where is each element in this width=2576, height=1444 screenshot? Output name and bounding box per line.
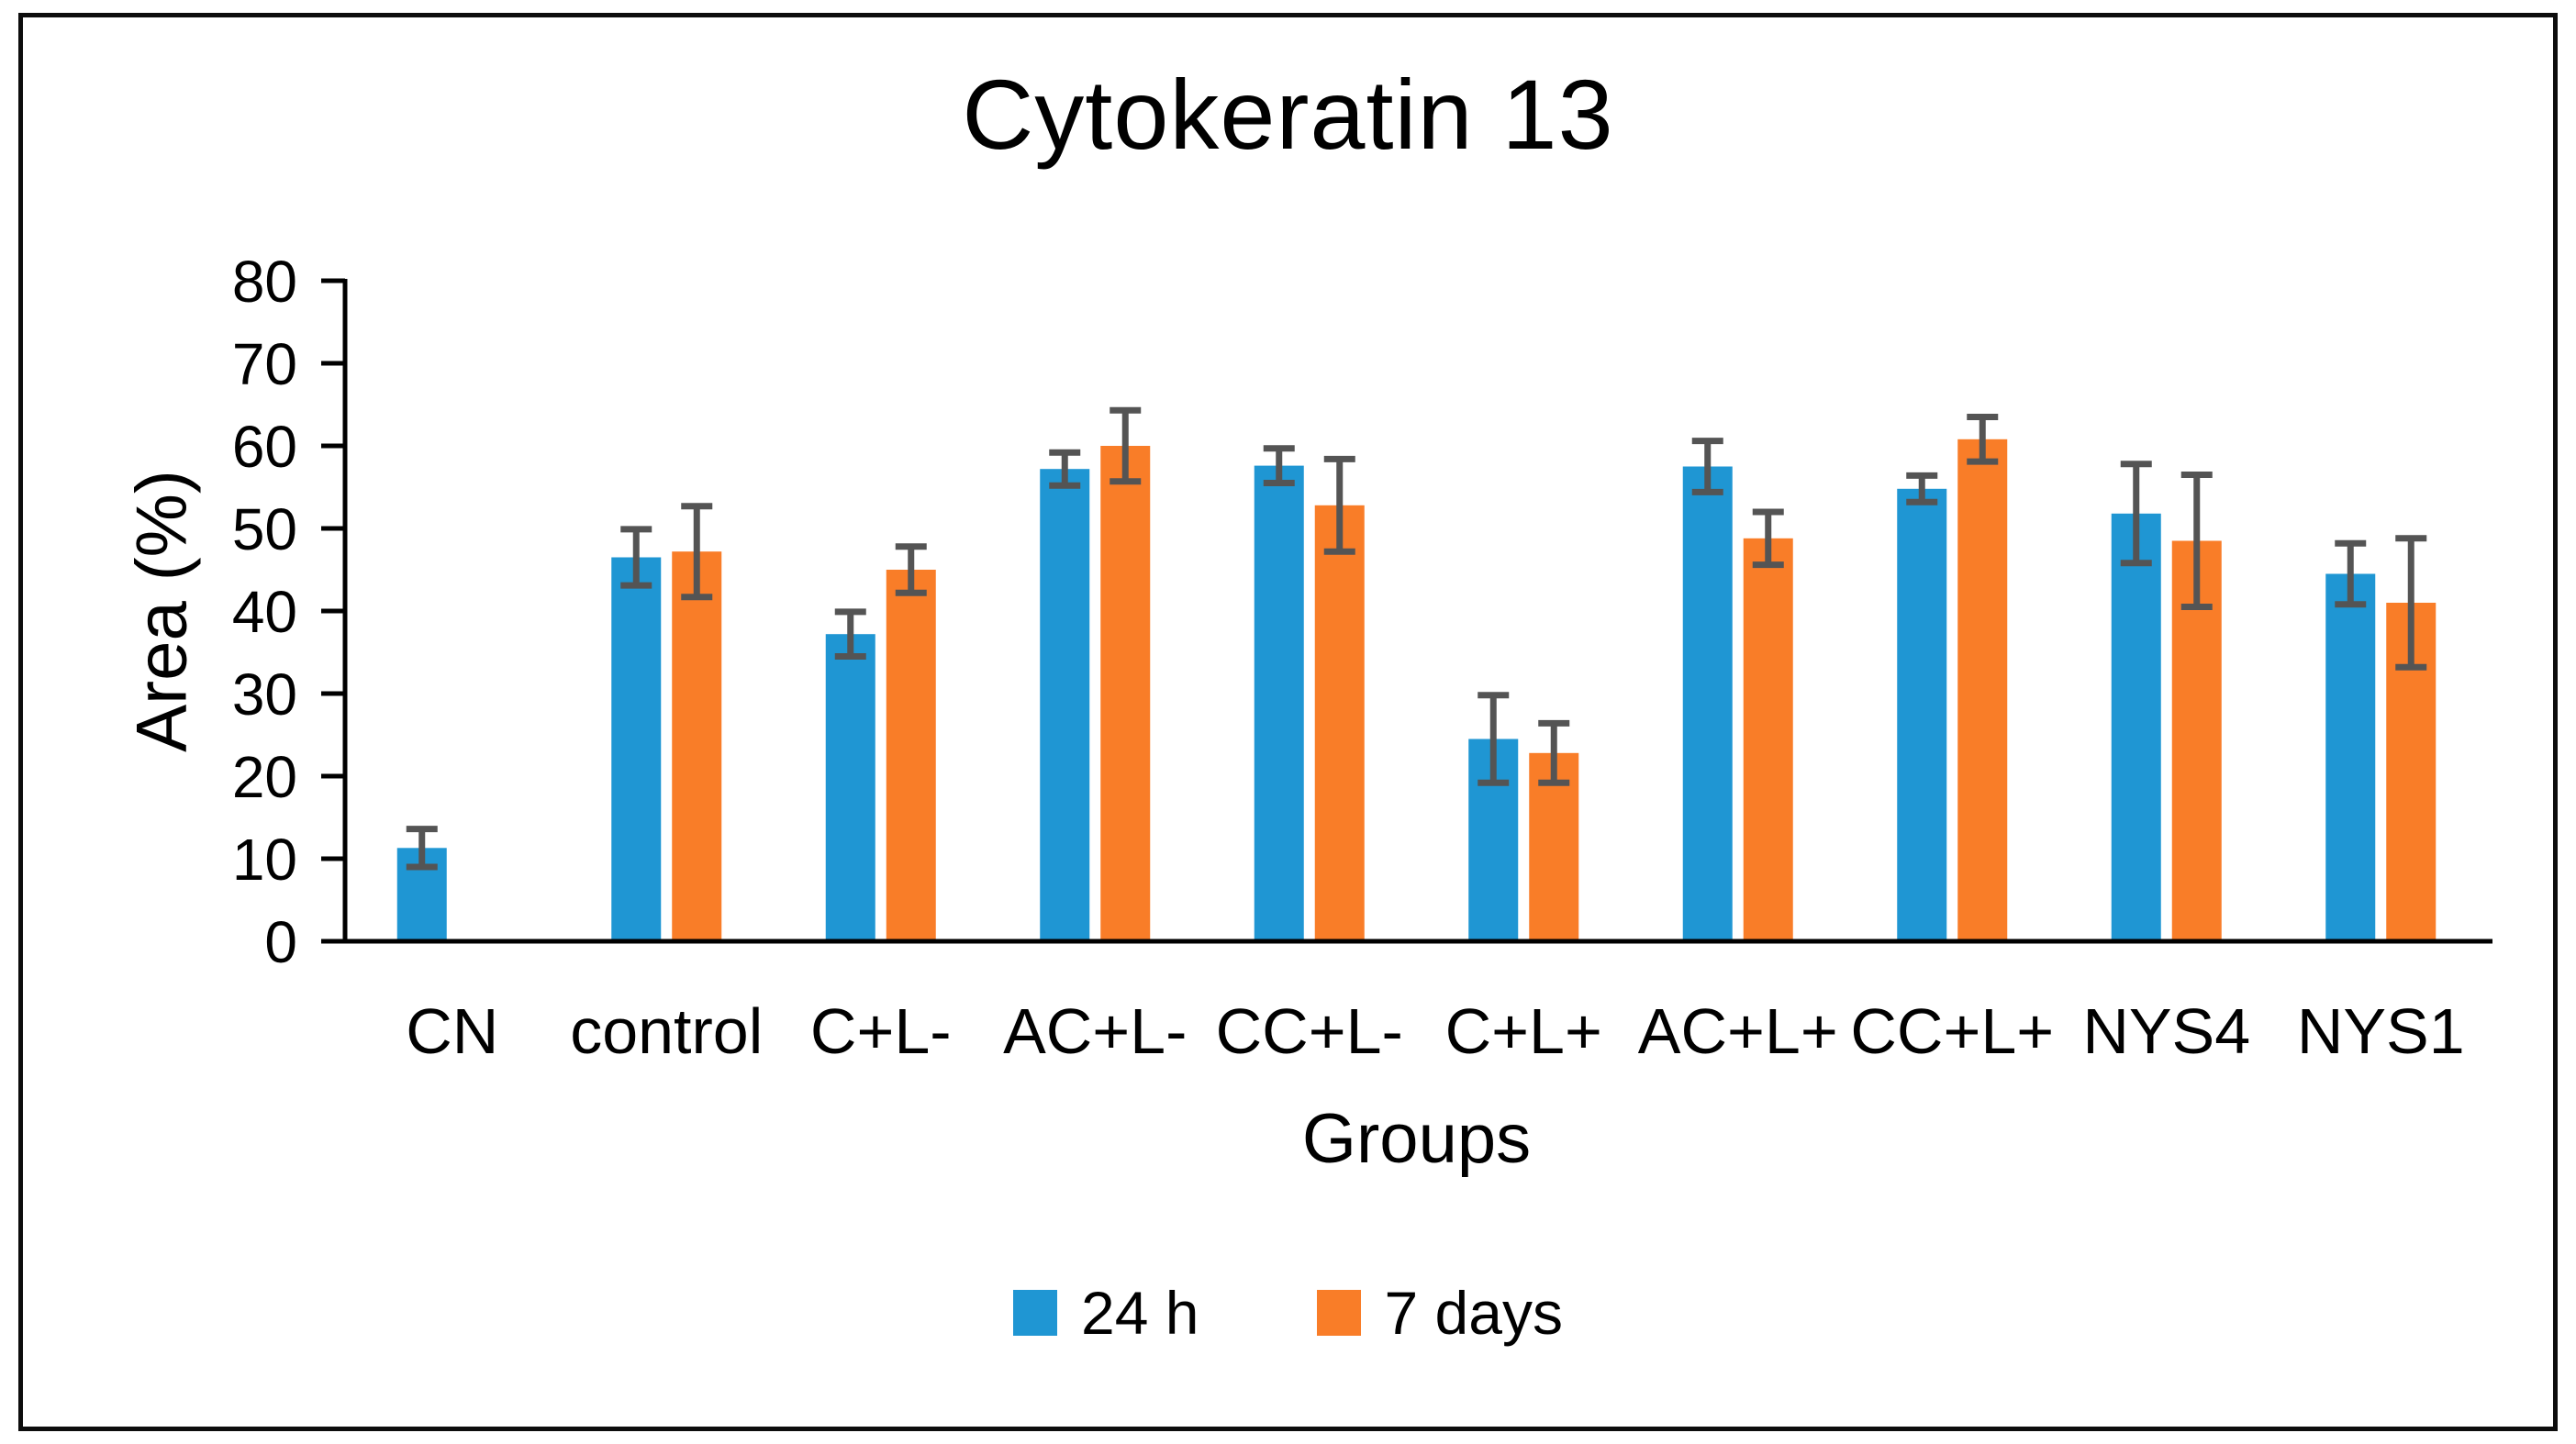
x-category-label: C+L+: [1445, 995, 1602, 1067]
y-tick-label: 50: [232, 496, 297, 562]
y-tick-label: 80: [232, 249, 297, 315]
y-tick-label: 10: [232, 827, 297, 893]
y-axis-title: Area (%): [120, 470, 202, 752]
bar-24h-AC+L+: [1682, 466, 1733, 941]
bar-7days-CC+L-: [1314, 505, 1365, 941]
x-category-label: CN: [406, 995, 498, 1067]
bar-7days-AC+L+: [1743, 538, 1793, 941]
bar-24h-CC+L+: [1897, 488, 1947, 941]
chart-title: Cytokeratin 13: [962, 59, 1614, 170]
y-tick-label: 60: [232, 414, 297, 480]
bar-24h-NYS4: [2111, 513, 2161, 941]
legend-swatch-7days-icon: [1316, 1290, 1361, 1336]
legend-item-24h: 24 h: [1013, 1283, 1199, 1343]
bar-24h-CC+L-: [1254, 465, 1304, 942]
chart-legend: 24 h 7 days: [0, 1283, 2576, 1343]
x-category-label: control: [570, 995, 763, 1067]
x-category-label: AC+L-: [1003, 995, 1187, 1067]
bar-24h-NYS1: [2325, 573, 2376, 941]
bar-24h-AC+L-: [1040, 469, 1090, 941]
bar-24h-C+L-: [825, 634, 875, 941]
y-tick-label: 30: [232, 661, 297, 728]
y-tick-label: 40: [232, 579, 297, 645]
bar-7days-AC+L-: [1100, 446, 1151, 941]
x-category-label: CC+L+: [1850, 995, 2054, 1067]
legend-swatch-24h-icon: [1013, 1290, 1058, 1336]
x-axis-title: Groups: [1301, 1100, 1532, 1178]
x-category-label: AC+L+: [1638, 995, 1838, 1067]
bar-7days-C+L-: [886, 570, 936, 941]
y-tick-label: 20: [232, 744, 297, 810]
legend-item-7days: 7 days: [1316, 1279, 1563, 1347]
x-category-label: NYS1: [2297, 995, 2465, 1067]
x-category-label: NYS4: [2082, 995, 2250, 1067]
bar-7days-control: [672, 551, 722, 941]
bar-7days-CC+L+: [1957, 439, 2008, 941]
y-tick-label: 70: [232, 331, 297, 397]
bar-24h-control: [611, 557, 662, 941]
y-tick-label: 0: [264, 909, 297, 975]
legend-label-7days: 7 days: [1384, 1279, 1563, 1347]
x-category-label: C+L-: [810, 995, 952, 1067]
legend-label-24h: 24 h: [1081, 1279, 1199, 1347]
x-category-label: CC+L-: [1216, 995, 1403, 1067]
